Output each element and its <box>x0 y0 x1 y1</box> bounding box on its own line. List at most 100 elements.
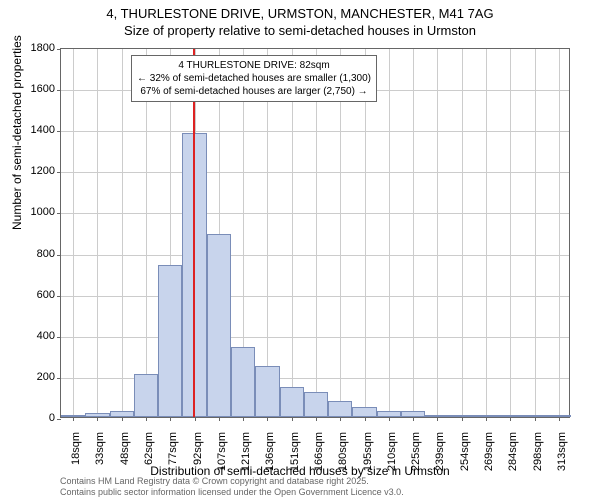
x-tick-label: 239sqm <box>434 432 446 480</box>
x-tick-label: 33sqm <box>94 432 106 480</box>
x-tick-label: 166sqm <box>313 432 325 480</box>
grid-line <box>122 49 123 417</box>
title-address: 4, THURLESTONE DRIVE, URMSTON, MANCHESTE… <box>0 6 600 23</box>
histogram-bar <box>231 347 255 417</box>
histogram-bar <box>280 387 304 417</box>
y-tick-mark <box>57 90 61 91</box>
grid-line <box>365 49 366 417</box>
y-tick-label: 1200 <box>15 165 55 177</box>
y-tick-label: 0 <box>15 412 55 424</box>
x-tick-label: 180sqm <box>337 432 349 480</box>
x-tick-mark <box>340 417 341 421</box>
x-tick-mark <box>195 417 196 421</box>
y-tick-mark <box>57 131 61 132</box>
footer-line2: Contains public sector information licen… <box>60 487 404 498</box>
property-marker-line <box>193 49 195 417</box>
plot-area: 4 THURLESTONE DRIVE: 82sqm← 32% of semi-… <box>60 48 570 418</box>
y-tick-mark <box>57 419 61 420</box>
histogram-bar <box>352 407 376 417</box>
grid-line <box>292 49 293 417</box>
x-tick-mark <box>73 417 74 421</box>
grid-line <box>61 213 569 214</box>
annotation-box: 4 THURLESTONE DRIVE: 82sqm← 32% of semi-… <box>131 55 377 102</box>
grid-line <box>61 296 569 297</box>
histogram-bar <box>328 401 352 417</box>
x-tick-mark <box>97 417 98 421</box>
x-tick-label: 298sqm <box>532 432 544 480</box>
histogram-bar <box>158 265 182 417</box>
histogram-bar <box>61 415 85 417</box>
y-tick-mark <box>57 337 61 338</box>
y-tick-mark <box>57 213 61 214</box>
grid-line <box>389 49 390 417</box>
y-tick-mark <box>57 172 61 173</box>
y-tick-mark <box>57 296 61 297</box>
x-tick-label: 48sqm <box>119 432 131 480</box>
x-tick-mark <box>389 417 390 421</box>
x-tick-label: 121sqm <box>240 432 252 480</box>
x-tick-label: 269sqm <box>483 432 495 480</box>
x-tick-mark <box>243 417 244 421</box>
grid-line <box>510 49 511 417</box>
grid-line <box>486 49 487 417</box>
x-tick-mark <box>559 417 560 421</box>
grid-line <box>61 337 569 338</box>
grid-line <box>267 49 268 417</box>
title-subtitle: Size of property relative to semi-detach… <box>0 23 600 40</box>
x-tick-mark <box>267 417 268 421</box>
x-tick-label: 225sqm <box>410 432 422 480</box>
histogram-bar <box>401 411 425 417</box>
annotation-line1: 4 THURLESTONE DRIVE: 82sqm <box>137 59 371 72</box>
grid-line <box>61 172 569 173</box>
y-tick-label: 600 <box>15 289 55 301</box>
y-tick-label: 1800 <box>15 42 55 54</box>
x-tick-mark <box>365 417 366 421</box>
grid-line <box>559 49 560 417</box>
histogram-bar <box>450 415 474 417</box>
x-tick-label: 210sqm <box>386 432 398 480</box>
x-tick-label: 107sqm <box>216 432 228 480</box>
grid-line <box>535 49 536 417</box>
grid-line <box>316 49 317 417</box>
histogram-bar <box>110 411 134 417</box>
histogram-bar <box>522 415 546 417</box>
y-tick-label: 400 <box>15 330 55 342</box>
x-tick-label: 62sqm <box>143 432 155 480</box>
y-tick-mark <box>57 378 61 379</box>
x-tick-label: 92sqm <box>192 432 204 480</box>
x-tick-mark <box>462 417 463 421</box>
annotation-line3: 67% of semi-detached houses are larger (… <box>137 85 371 98</box>
y-tick-mark <box>57 49 61 50</box>
histogram-bar <box>547 415 571 417</box>
y-tick-label: 1600 <box>15 83 55 95</box>
histogram-bar <box>134 374 158 417</box>
footer-line1: Contains HM Land Registry data © Crown c… <box>60 476 404 487</box>
x-tick-label: 136sqm <box>264 432 276 480</box>
annotation-line2: ← 32% of semi-detached houses are smalle… <box>137 72 371 85</box>
grid-line <box>462 49 463 417</box>
x-tick-mark <box>146 417 147 421</box>
histogram-bar <box>304 392 328 417</box>
x-tick-label: 254sqm <box>459 432 471 480</box>
grid-line <box>61 255 569 256</box>
histogram-bar <box>425 415 449 417</box>
x-tick-mark <box>170 417 171 421</box>
x-tick-mark <box>510 417 511 421</box>
x-tick-mark <box>316 417 317 421</box>
x-tick-mark <box>292 417 293 421</box>
grid-line <box>437 49 438 417</box>
y-tick-label: 200 <box>15 371 55 383</box>
x-tick-label: 18sqm <box>70 432 82 480</box>
histogram-bar <box>207 234 231 417</box>
y-tick-mark <box>57 255 61 256</box>
x-tick-label: 284sqm <box>507 432 519 480</box>
chart-container: 4, THURLESTONE DRIVE, URMSTON, MANCHESTE… <box>0 0 600 500</box>
y-tick-label: 1400 <box>15 124 55 136</box>
chart-title: 4, THURLESTONE DRIVE, URMSTON, MANCHESTE… <box>0 0 600 40</box>
x-tick-label: 151sqm <box>289 432 301 480</box>
x-tick-mark <box>219 417 220 421</box>
x-tick-mark <box>486 417 487 421</box>
x-tick-mark <box>122 417 123 421</box>
x-tick-mark <box>437 417 438 421</box>
histogram-bar <box>255 366 279 417</box>
